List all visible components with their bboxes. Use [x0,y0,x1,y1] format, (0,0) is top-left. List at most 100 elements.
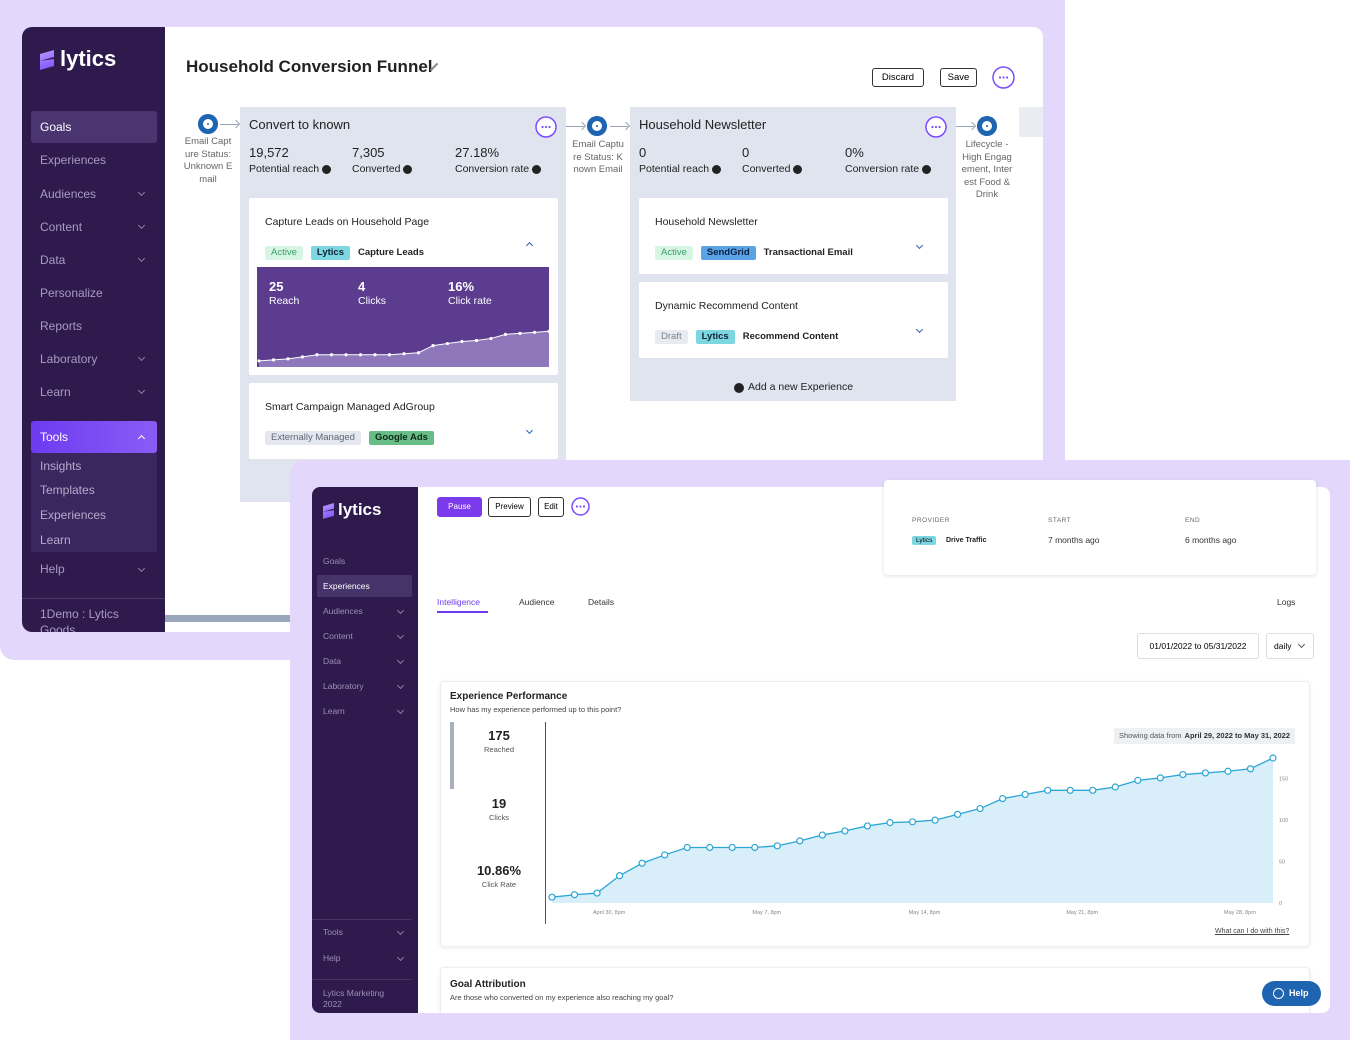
nav-item[interactable]: Goals [323,556,346,566]
point [1066,786,1074,794]
sparkline-area [259,331,549,367]
x-tick-label: April 30, 8pm [593,910,626,916]
help-label[interactable]: Help [1289,988,1309,998]
chart-title: Experience Performance [450,691,568,702]
point [615,872,624,880]
nav-item[interactable]: Audiences [323,606,363,616]
point [886,819,894,827]
details-header: END [1185,517,1201,524]
details-header: START [1048,517,1072,524]
info-dot [712,165,721,174]
action-button[interactable]: Discard [872,68,924,87]
badge-row: Draft Lytics Recommend Content [655,326,838,344]
badge-row: Active SendGrid Transactional Email [655,242,853,260]
sparkline-point [503,332,508,336]
step-name: Convert to known [249,117,351,132]
sidebar-divider [22,598,165,599]
point [548,893,556,901]
sparkline-point [445,341,450,346]
nav-item[interactable]: Tools [323,927,343,937]
help-button[interactable] [1262,981,1321,1006]
nav-item[interactable]: Laboratory [40,352,98,366]
goal-title: Goal Attribution [450,979,526,990]
kpi-label: Clicks [489,813,509,822]
date-range[interactable]: 01/01/2022 to 05/31/2022 [1137,633,1259,659]
nav-item[interactable]: Learn [323,706,345,716]
details-end: 6 months ago [1185,535,1237,545]
sparkline-point [286,357,290,361]
point [706,843,714,852]
experience-card[interactable] [639,282,948,358]
logs-link[interactable]: Logs [1277,597,1296,607]
connector [610,126,628,127]
action-button[interactable]: Pause [437,497,482,517]
more-button[interactable] [571,497,590,516]
nav-sub-item[interactable]: Insights [40,459,82,473]
tools-highlight [31,421,157,453]
nav-item[interactable]: Experiences [323,581,370,591]
more-dot [575,505,579,508]
add-experience[interactable]: Add a new Experience [748,381,854,393]
nav-item[interactable]: Audiences [40,187,97,201]
nav-item[interactable]: Tools [40,430,69,444]
point [1179,770,1187,779]
experience-card[interactable] [249,383,558,459]
account-org: Goods [40,623,76,632]
interval[interactable]: daily [1266,633,1314,659]
nav-item[interactable]: Reports [40,319,83,333]
nav-sub-item[interactable]: Learn [40,533,71,547]
showing-range: Showing data from April 29, 2022 to May 3… [1114,728,1296,744]
help-link[interactable]: What can I do with this? [1215,928,1290,935]
nav-item[interactable]: Data [323,656,341,666]
point [1156,774,1164,782]
tab[interactable]: Details [588,597,614,607]
badge: SendGrid [700,246,756,260]
sparkline-point [474,338,479,343]
x-tick-label: May 7, 8pm [752,910,781,916]
nav-item[interactable]: Help [323,953,341,963]
goal-label: Email Capture Status: Unknown Email [183,136,233,185]
nav-item[interactable]: Help [40,562,65,576]
sparkline-point [358,353,363,357]
tab[interactable]: Audience [519,597,555,607]
experience-card[interactable] [639,198,948,274]
nav-sub-item[interactable]: Experiences [40,508,107,522]
action-button[interactable]: Save [940,68,977,87]
goal-label: Email Capture Status: Known Email [572,139,624,175]
more-button[interactable] [535,116,557,138]
page-title: Household Conversion Funnel [186,57,433,76]
info-dot [922,165,931,174]
action-button[interactable]: Preview [488,497,531,517]
nav-item[interactable]: Learn [40,385,71,399]
more-dot [582,505,586,508]
experience-title: Smart Campaign Managed AdGroup [265,401,435,413]
chart-subtitle: How has my experience performed up to th… [450,705,622,714]
point [1224,767,1232,775]
y-tick-label: 150 [1279,777,1288,783]
stat-value: 27.18% [455,145,500,160]
nav-item[interactable]: Content [323,631,353,641]
nav-sub-item[interactable]: Templates [40,483,95,497]
nav-item[interactable]: Personalize [40,286,103,300]
point [908,818,917,826]
point [728,843,736,852]
nav-item[interactable]: Laboratory [323,681,364,691]
sparkline-point [344,353,348,357]
metric-label: Click rate [448,295,492,307]
nav-item[interactable]: Content [40,220,83,234]
action-button[interactable]: Edit [538,497,564,517]
y-tick-label: 0 [1279,901,1282,907]
nav-item[interactable]: Data [40,253,66,267]
sparkline-point [315,353,319,357]
goal-icon [198,114,218,134]
nav-item[interactable]: Goals [40,120,72,134]
more-button[interactable] [992,66,1015,89]
badge: Externally Managed [265,431,361,445]
showing-dates: April 29, 2022 to May 31, 2022 [1184,731,1291,740]
tab[interactable]: Intelligence [437,597,481,607]
nav-item[interactable]: Experiences [40,153,107,167]
experience-title: Household Newsletter [655,216,758,228]
more-dot [544,125,548,129]
goal-subtitle: Are those who converted on my experience… [450,993,674,1002]
more-button[interactable] [925,116,947,138]
